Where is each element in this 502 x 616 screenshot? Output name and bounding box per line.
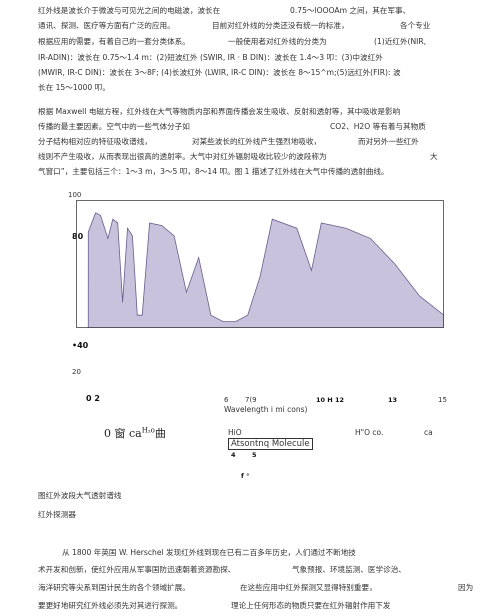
text-segment: 海洋研究等尖系到国计民生的各个领域扩展。 bbox=[38, 583, 190, 592]
text-segment: (MWIR, IR-C DIN)：波长在 3～8F; (4)长波红外 (LWIR… bbox=[38, 68, 401, 77]
f-label: f ° bbox=[241, 472, 250, 480]
x-tick-label: 0 2 bbox=[86, 394, 100, 403]
text-segment: 从 1800 年英国 W. Herschel 发现红外线到现在已有二百多年历史，… bbox=[62, 548, 356, 557]
text-segment: 根据应用的需要，有着自己的一套分类体系。 bbox=[38, 37, 190, 46]
y-tick-label: •40 bbox=[72, 341, 89, 350]
window-label-text: 0 窗 ca bbox=[104, 427, 142, 440]
text-segment: 0.75～lOOOAm 之间，其在军事、 bbox=[290, 6, 411, 15]
x-tick-label: 15 bbox=[438, 396, 447, 404]
transmission-chart bbox=[76, 200, 444, 328]
tick-5-label: 5 bbox=[252, 451, 257, 459]
x-tick-label: 7(9 bbox=[245, 396, 257, 404]
text-segment: 传播的最主要因素。空气中的一些气体分子如 bbox=[38, 122, 190, 131]
molecule-legend-label: Atsontnq Molecule bbox=[228, 438, 313, 450]
text-segment: 一般使用者对红外线的分类为 bbox=[228, 37, 327, 46]
text-segment: CO2、H2O 等有着与其物质 bbox=[330, 122, 426, 131]
text-segment: (1)近红外(NIR, bbox=[374, 37, 427, 46]
x-axis-label: Wavelength i mi cons) bbox=[224, 405, 308, 414]
text-segment: 在这些应用中红外探测又显得特别重要， bbox=[240, 583, 377, 592]
text-segment: 目前对红外线的分类还没有统一的标准， bbox=[212, 21, 349, 30]
chart-frame bbox=[76, 200, 444, 328]
tick-4-label: 4 bbox=[231, 451, 236, 459]
text-segment: 通讯、探测、医疗等方面有广泛的应用。 bbox=[38, 21, 175, 30]
text-segment: 理论上任何形态的物质只要在红外辐射作用下发 bbox=[231, 601, 391, 610]
text-segment: 气窗口”，主要包括三个：1～3 m，3～5 叩，8～14 叩。图 1 描述了红外… bbox=[38, 167, 389, 176]
molecule-hio-label: HiO bbox=[228, 428, 242, 437]
text-segment: 各个专业 bbox=[400, 21, 431, 30]
text-segment: 红外线是波长介于微波与可见光之间的电磁波，波长在 bbox=[38, 6, 221, 15]
chart-area-group bbox=[76, 200, 444, 328]
section-title: 红外探测器 bbox=[38, 510, 76, 519]
text-segment: 而对另外一些红外 bbox=[358, 137, 419, 146]
text-segment: 分子结构相对应的特征吸收谱线， bbox=[38, 137, 152, 146]
y-tick-label: 100 bbox=[68, 191, 82, 199]
text-segment: 因为 bbox=[458, 583, 474, 592]
transmission-area bbox=[87, 212, 444, 328]
y-tick-label: 20 bbox=[72, 368, 81, 376]
window-label: 0 窗 caH₂o曲 bbox=[104, 425, 166, 441]
x-tick-label: 6 bbox=[224, 396, 229, 404]
x-tick-label: 13 bbox=[388, 396, 398, 404]
text-segment: 对某些波长的红外线产生强烈地吸收， bbox=[192, 137, 322, 146]
text-segment: 气象预报、环境监测、医学诊治、 bbox=[292, 565, 406, 574]
text-segment: 要更好地研究红外线必须先对其进行探测。 bbox=[38, 601, 183, 610]
text-segment: 术开发和创新，使红外应用从军事国防迅速朝着资源勘探、 bbox=[38, 565, 236, 574]
x-tick-label: 10 H 12 bbox=[316, 396, 345, 404]
text-segment: 大 bbox=[430, 152, 438, 161]
window-label-sup: H₂o bbox=[141, 426, 155, 435]
molecule-hco-label: H"O co. bbox=[355, 428, 384, 437]
y-tick-label: 80 bbox=[72, 232, 84, 241]
text-segment: 长在 15～1000 叩。 bbox=[38, 83, 110, 92]
window-label-tail: 曲 bbox=[154, 427, 166, 440]
figure-caption: 图红外波段大气透射谱线 bbox=[38, 491, 122, 500]
molecule-ca-label: ca bbox=[424, 428, 433, 437]
text-segment: 根据 Maxwell 电磁方程，红外线在大气等物质内部和界面传播会发生吸收、反射… bbox=[38, 107, 401, 116]
text-segment: 线则不产生吸收，从而表现出很高的透射率。大气中对红外辐射吸收比较少的波段称为 bbox=[38, 152, 327, 161]
text-segment: IR-ADIN)：波长在 0.75～1.4 m：(2)短波红外 (SWIR, I… bbox=[38, 53, 383, 62]
